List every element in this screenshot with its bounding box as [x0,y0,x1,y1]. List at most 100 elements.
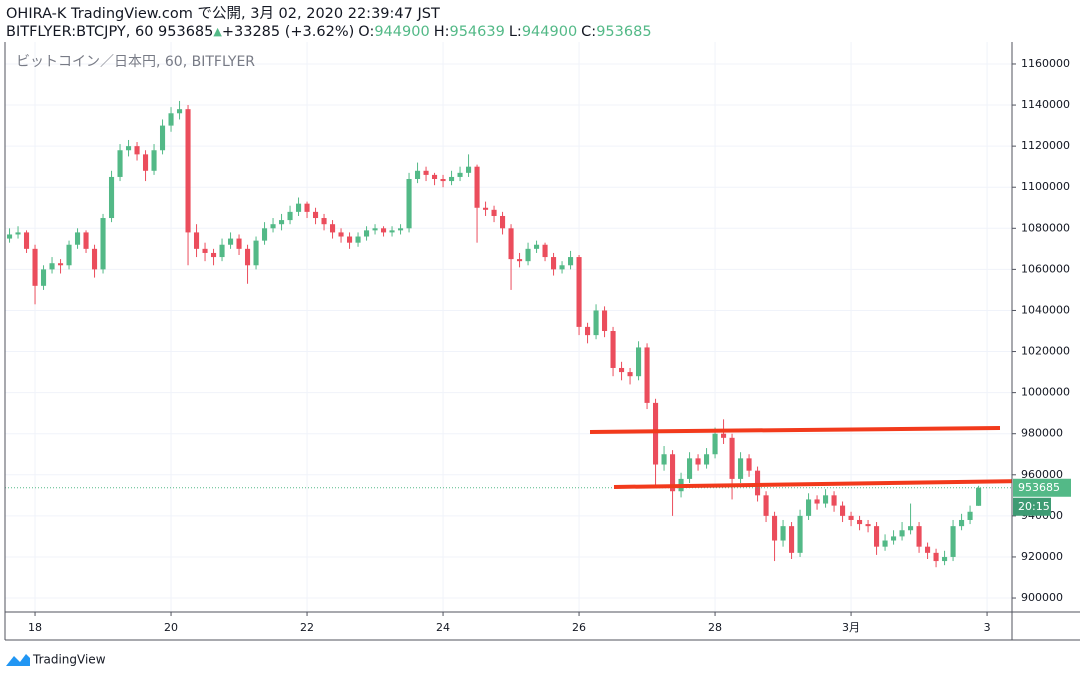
y-tick-label: 1060000 [1021,262,1070,275]
y-tick-label: 1020000 [1021,345,1070,358]
candle-body [406,179,412,229]
candle-body [236,238,242,249]
up-arrow: ▲ [213,25,222,38]
candle-body [704,454,710,465]
candle-body [227,238,234,245]
candle-body [789,526,795,553]
candle-body [729,437,735,479]
candle-body [100,218,106,270]
high-label: H: [434,24,450,40]
candle-body [91,248,98,270]
x-tick-label: 3月 [842,621,860,634]
candle-body [363,230,370,237]
candle-body [891,536,897,541]
candle-body [448,176,455,182]
low: 944900 [522,24,577,40]
candle-body [517,259,523,262]
candle-body [338,232,344,237]
candle-body [542,244,548,258]
candle-body [772,515,778,541]
candle-body [508,228,514,260]
candle-body [925,546,931,553]
candle-body [117,150,123,177]
y-tick-label: 1100000 [1021,180,1070,193]
candle-body [253,240,259,266]
candle-body [899,530,905,537]
candle-body [763,495,769,516]
candle-body [380,228,387,233]
candle-body [942,556,948,562]
x-tick-label: 24 [436,621,450,634]
y-tick-label: 1080000 [1021,221,1070,234]
change: +33285 (+3.62%) [222,24,354,40]
candle-body [619,367,625,373]
candle-body [695,458,701,465]
candle-body [397,228,404,231]
candle-body [312,211,319,219]
logo-icon [6,654,30,666]
open-label: O: [358,24,374,40]
candle-body [49,263,55,270]
candle-body [125,146,132,151]
y-tick-label: 1140000 [1021,98,1070,111]
candle-body [585,326,591,336]
y-tick-label: 960000 [1021,468,1063,481]
candle-body [865,524,871,527]
candle-body [66,244,72,266]
candle-body [134,146,140,155]
x-tick-label: 26 [572,621,586,634]
candle-body [823,495,829,504]
candle-body [670,454,676,492]
y-tick-label: 1040000 [1021,303,1070,316]
candle-body [219,244,225,258]
candle-body [661,454,667,465]
time-axis [5,612,1080,640]
candle-body [551,257,557,270]
candle-body [329,224,336,233]
candle-body [959,519,965,527]
candle-body [933,552,939,562]
symbol: BITFLYER:BTCJPY, 60 953685 [6,24,213,40]
candle-body [576,257,582,327]
candle-body [474,166,480,208]
chart-legend: ビットコイン／日本円, 60, BITFLYER [16,54,255,70]
candle-body [423,170,429,175]
tv-logo: TradingView [6,653,106,667]
candle-body [687,458,693,479]
y-tick-label: 980000 [1021,427,1063,440]
close-label: C: [581,24,596,40]
candle-body [797,515,803,553]
candle-body [831,495,837,506]
candle-body [261,228,268,241]
close: 953685 [596,24,651,40]
plot [5,100,1012,568]
y-tick-label: 900000 [1021,591,1063,604]
candle-body [780,526,786,541]
candle-body [142,154,149,171]
candle-body [534,244,540,249]
x-tick-label: 22 [300,621,314,634]
candle-body [840,505,846,516]
candle-body [6,234,13,239]
candle-body [159,125,166,151]
candle-body [15,232,21,235]
footer-brand: TradingView [32,653,106,667]
resistance-line [589,426,1001,434]
y-tick-label: 1120000 [1021,139,1070,152]
x-tick-label: 28 [708,621,722,634]
candle-body [814,499,820,504]
candle-body [976,487,982,506]
candle-body [746,458,752,471]
candle-body [270,224,276,229]
candle-body [244,248,251,266]
countdown-box [1013,497,1051,516]
candle-body [372,228,378,231]
y-tick-label: 1000000 [1021,386,1070,399]
x-tick-label: 18 [28,621,42,634]
support-line [613,479,1026,489]
low-label: L: [509,24,522,40]
publish-title: OHIRA-K TradingView.com で公開, 3月 02, 2020… [6,6,440,22]
candle-body [40,269,47,286]
candle-body [57,263,64,266]
last-price-box [1013,478,1071,497]
